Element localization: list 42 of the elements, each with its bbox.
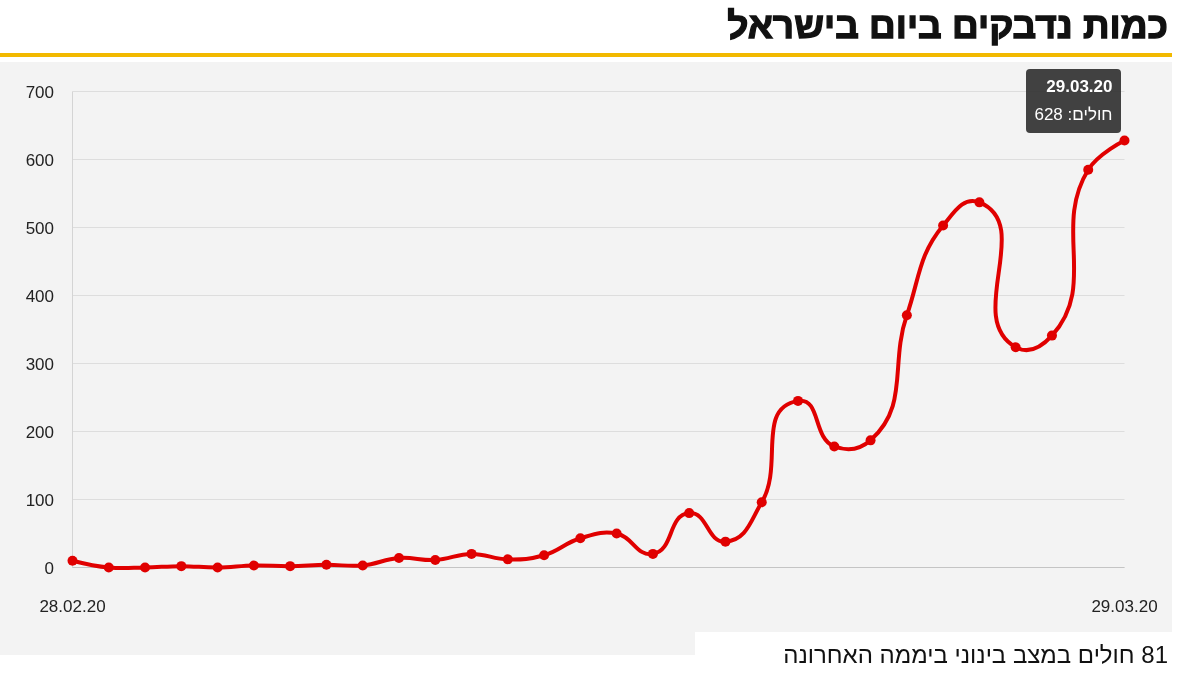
point [756,497,767,508]
point [502,554,513,565]
point [647,548,658,559]
y-tick-label: 600 [25,150,54,170]
y-tick-label: 700 [25,82,54,102]
point [901,310,912,321]
point [865,435,876,446]
chart-title: כמות נדבקים ביום בישראל [727,4,1168,48]
point [720,536,731,547]
y-tick-label: 400 [25,286,54,306]
point [1083,164,1094,175]
point [140,562,151,573]
point [684,508,695,519]
x-tick-label: 28.02.20 [39,597,106,616]
point [176,561,187,572]
point [103,562,114,573]
point [466,548,477,559]
point [248,560,259,571]
text: 81 חולים במצב בינוני ביממה האחרונה [783,640,1168,670]
y-tick-label: 500 [25,218,54,238]
point [938,220,949,231]
y-tick-label: 0 [44,558,54,578]
point [357,560,368,571]
point [285,561,296,572]
point [1046,330,1057,341]
point [829,441,840,452]
point [393,552,404,563]
x-tick-label: 29.03.20 [1091,597,1158,616]
point [793,395,804,406]
point [974,197,985,208]
point [67,555,78,566]
point [321,559,332,570]
y-tick-label: 200 [25,422,54,442]
point [575,533,586,544]
y-tick-label: 300 [25,354,54,374]
point [1010,342,1021,353]
point [430,555,441,566]
point [1119,135,1130,146]
point [212,562,223,573]
point [611,528,622,539]
y-tick-label: 100 [25,490,54,510]
point [539,550,550,561]
